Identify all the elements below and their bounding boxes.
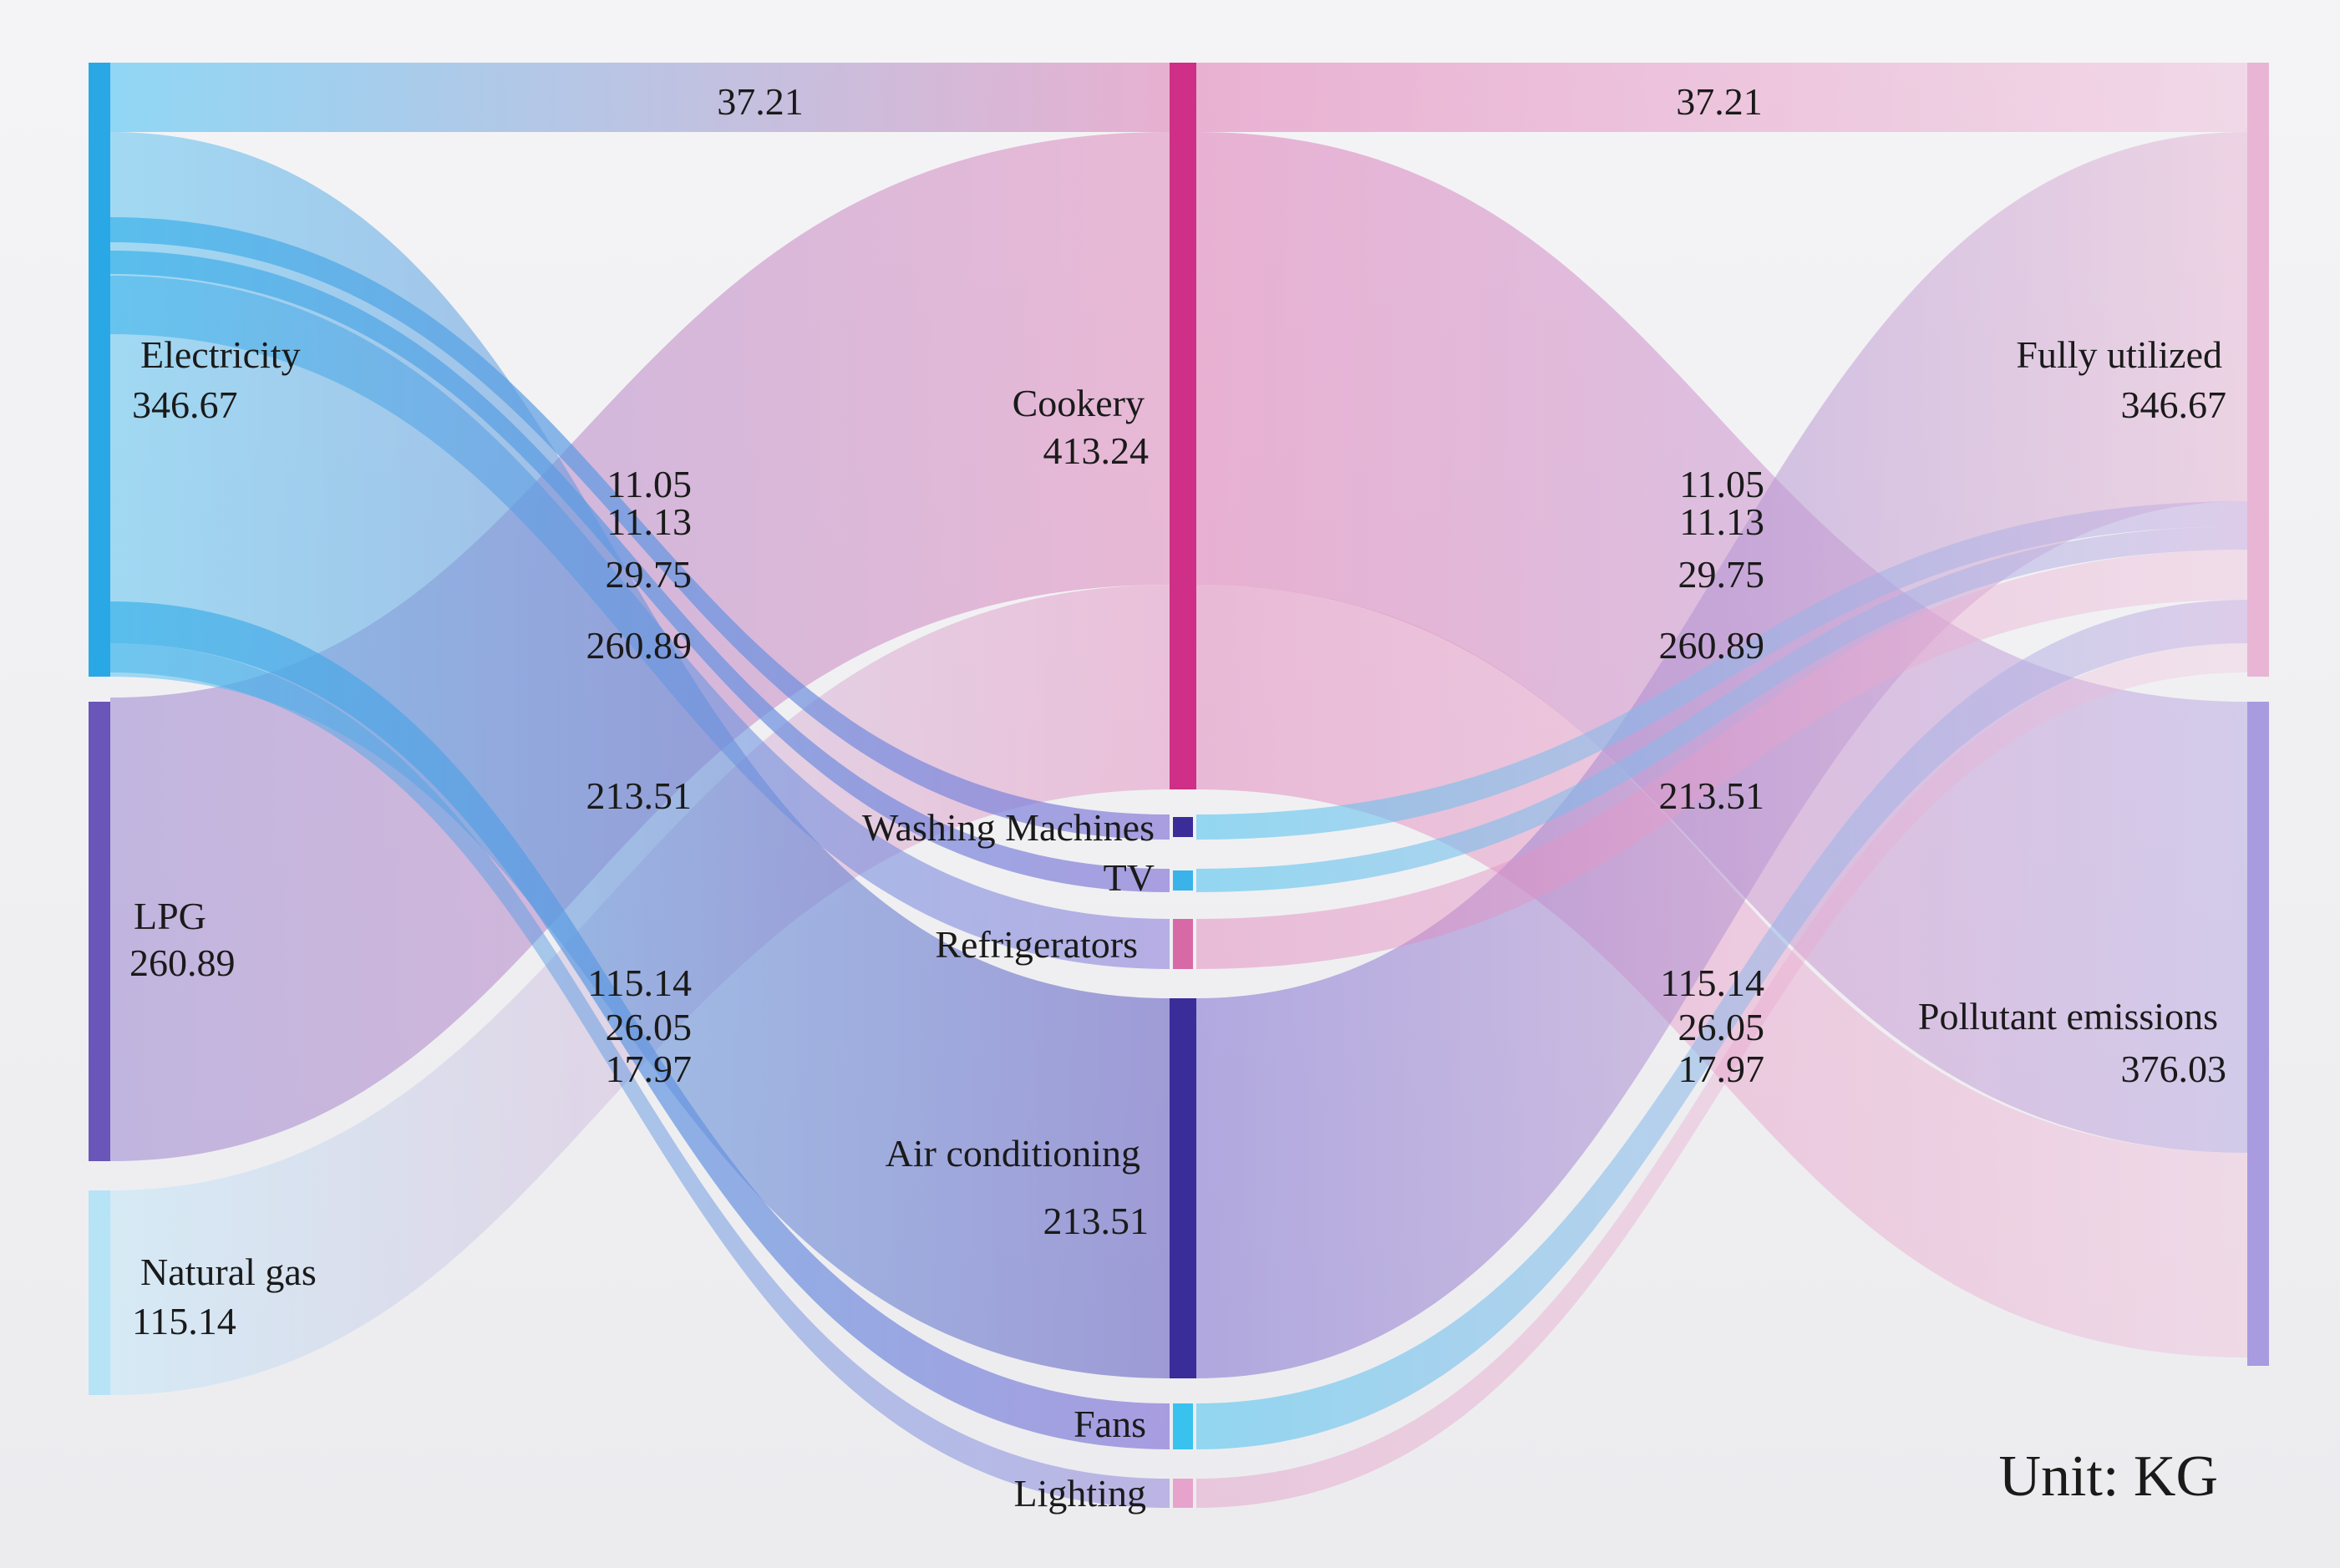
flow-label-right-6: 115.14 [1660,962,1764,1004]
label-air-conditioning: Air conditioning [886,1132,1140,1175]
label-cookery: Cookery [1013,382,1145,424]
flow-label-left-3: 29.75 [606,553,693,596]
label-lighting: Lighting [1014,1472,1146,1515]
value-pollutant-emissions: 376.03 [2121,1048,2227,1090]
flow-washing-machines-fully-utilized [1196,501,2247,840]
flow-label-left-4: 260.89 [586,624,693,667]
label-refrigerators: Refrigerators [935,923,1138,966]
flow-electricity-washing-machines [110,217,1170,840]
flow-fans-fully-utilized [1196,600,2247,1449]
node-tv [1173,870,1193,891]
node-fans [1173,1403,1193,1449]
flow-label-left-7: 26.05 [606,1006,693,1048]
flow-electricity-cookery [110,63,1170,132]
flow-label-right-2: 11.13 [1679,500,1764,543]
flow-label-right-7: 26.05 [1678,1006,1765,1048]
flow-tv-fully-utilized [1196,526,2247,892]
flow-label-left-8: 17.97 [606,1048,693,1090]
node-lighting [1173,1479,1193,1508]
flow-cookery-fully-utilized [1196,63,2247,132]
value-fully-utilized: 346.67 [2121,383,2227,426]
value-air-conditioning: 213.51 [1043,1200,1150,1242]
unit-label: Unit: KG [1999,1444,2219,1509]
label-washing-machines: Washing Machines [862,806,1155,849]
node-electricity [89,63,110,677]
flow-label-left-0: 37.21 [717,80,804,123]
label-tv: TV [1104,856,1155,899]
flow-label-right-1: 11.05 [1679,463,1764,505]
flow-label-left-5: 213.51 [586,774,693,817]
node-air-conditioning [1170,998,1196,1378]
flow-label-right-0: 37.21 [1676,80,1763,123]
flow-lighting-fully-utilized [1196,643,2247,1508]
flow-cookery-pollutant-115 [1196,585,2247,1357]
label-pollutant-emissions: Pollutant emissions [1918,995,2218,1038]
flow-label-right-8: 17.97 [1678,1048,1765,1090]
flow-label-left-2: 11.13 [607,500,692,543]
flow-electricity-tv [110,251,1170,892]
flow-label-right-3: 29.75 [1678,553,1765,596]
flow-label-right-4: 260.89 [1659,624,1765,667]
flow-electricity-air-conditioning [110,132,1170,1378]
label-fans: Fans [1074,1403,1146,1445]
node-cookery [1170,63,1196,789]
node-fully-utilized [2247,63,2269,677]
flow-refrigerators-fully-utilized [1196,550,2247,969]
label-electricity: Electricity [140,333,301,376]
flow-electricity-refrigerators [110,276,1170,969]
flow-label-left-1: 11.05 [607,463,692,505]
value-electricity: 346.67 [132,383,238,426]
node-lpg [89,702,110,1161]
node-washing-machines [1173,817,1193,837]
node-refrigerators [1173,919,1193,969]
node-pollutant-emissions [2247,702,2269,1366]
flow-label-right-5: 213.51 [1659,774,1765,817]
node-natural-gas [89,1190,110,1395]
label-lpg: LPG [134,895,206,937]
value-natural-gas: 115.14 [132,1300,236,1342]
value-lpg: 260.89 [129,941,236,984]
label-fully-utilized: Fully utilized [2016,333,2222,376]
label-natural-gas: Natural gas [140,1251,317,1293]
value-cookery: 413.24 [1043,429,1150,472]
flow-label-left-6: 115.14 [587,962,692,1004]
